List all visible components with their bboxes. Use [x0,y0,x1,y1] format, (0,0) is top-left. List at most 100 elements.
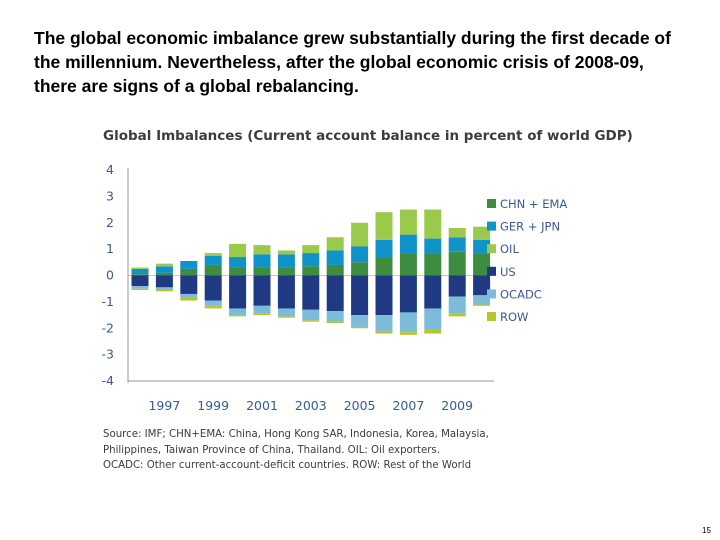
page-number: 15 [702,526,711,535]
bar-segment [204,275,222,301]
bar-segment [326,237,344,251]
x-tick-label: 1999 [197,398,229,413]
bar-segment [229,275,247,309]
bar-segment [375,315,393,331]
bar-segment [351,326,369,329]
bar-segment [424,238,442,254]
bar-segment [399,332,417,335]
bar-segment [155,272,173,276]
y-tick-label: 1 [106,241,114,256]
bar-segment [277,308,295,317]
legend-label: GER + JPN [500,220,560,234]
bar-segment [204,264,222,276]
legend-label: OIL [500,242,519,256]
bar-segment [204,253,222,256]
legend-label: CHN + EMA [500,197,567,211]
bar-segment [155,275,173,288]
bar-segment [473,275,491,296]
bar-segment [204,255,222,265]
bar-segment [155,290,173,292]
bar-segment [253,305,271,314]
bar-segment [302,266,320,276]
bar-segment [302,275,320,310]
source-note-line: Philippines, Taiwan Province of China, T… [103,444,440,456]
y-tick-label: 4 [106,162,114,177]
bar-segment [155,287,173,291]
source-note: Source: IMF; CHN+EMA: China, Hong Kong S… [103,427,503,474]
bar-segment [253,313,271,316]
y-tick-label: 2 [106,215,114,230]
bar-segment [424,209,442,239]
legend-swatch [487,244,496,254]
bar-segment [229,315,247,317]
x-tick-label: 2009 [441,398,473,413]
bar-segment [351,246,369,263]
bar-segment [229,257,247,268]
legend-label: US [500,265,516,279]
bar-segment [448,313,466,317]
bar-segment [375,330,393,334]
legend-swatch [487,289,496,299]
bar-segment [131,267,149,269]
bar-segment [155,266,173,273]
bar-segment [277,250,295,255]
bar-segment [229,243,247,258]
bar-segment [302,253,320,267]
x-tick-label: 1997 [148,398,180,413]
legend-label: ROW [500,310,528,324]
bar-segment [277,316,295,318]
bar-segment [229,308,247,316]
bar-segment [204,305,222,309]
bar-segment [131,286,149,289]
chart-title: Global Imbalances (Current account balan… [103,128,633,144]
x-tick-label: 2007 [392,398,424,413]
headline: The global economic imbalance grew subst… [34,28,671,96]
bar-segment [277,254,295,268]
bar-segment [253,275,271,306]
bar-segment [375,275,393,316]
bar-segment [180,275,198,294]
bar-segment [180,268,198,276]
y-tick-label: 0 [106,268,114,283]
bar-segment [180,293,198,298]
bar-segment [326,250,344,265]
global-imbalances-chart: 4 3 2 1 0 -1 -2 -3 -4 1997 1999 2001 2003 2005 2007 200… [102,162,568,413]
bar-segment [253,254,271,268]
bar-segment [155,263,173,267]
legend-swatch [487,266,496,276]
bar-segment [351,315,369,327]
bar-segment [351,275,369,316]
bar-segment [375,239,393,258]
y-tick-label: -4 [102,373,115,388]
bar-segment [326,264,344,276]
bar-segment [473,304,491,306]
bar-segment [277,275,295,309]
legend-swatch [487,221,496,231]
legend-label: OCADC [500,287,542,301]
bar-segment [399,209,417,235]
bar-segment [131,274,149,276]
bar-segment [302,309,320,321]
y-tick-label: -3 [102,347,114,362]
source-note-line: OCADC: Other current-account-deficit cou… [103,460,472,471]
bar-segment [326,275,344,312]
bar-segment [375,212,393,240]
bar-segment [277,267,295,276]
bar-segment [351,222,369,247]
bar-segment [180,297,198,301]
y-tick-label: 3 [106,188,114,203]
x-tick-label: 2003 [295,398,327,413]
legend-swatch [487,199,496,208]
bar-segment [399,275,417,313]
bar-segment [302,320,320,322]
bar-segment [424,253,442,276]
x-tick-label: 2001 [246,398,278,413]
bar-segment [131,288,149,291]
bar-segment [473,295,491,305]
bar-segment [204,300,222,306]
legend-swatch [487,312,496,321]
bar-segment [448,275,466,297]
bar-segment [399,312,417,333]
bar-segment [253,267,271,276]
bar-segment [131,275,149,287]
